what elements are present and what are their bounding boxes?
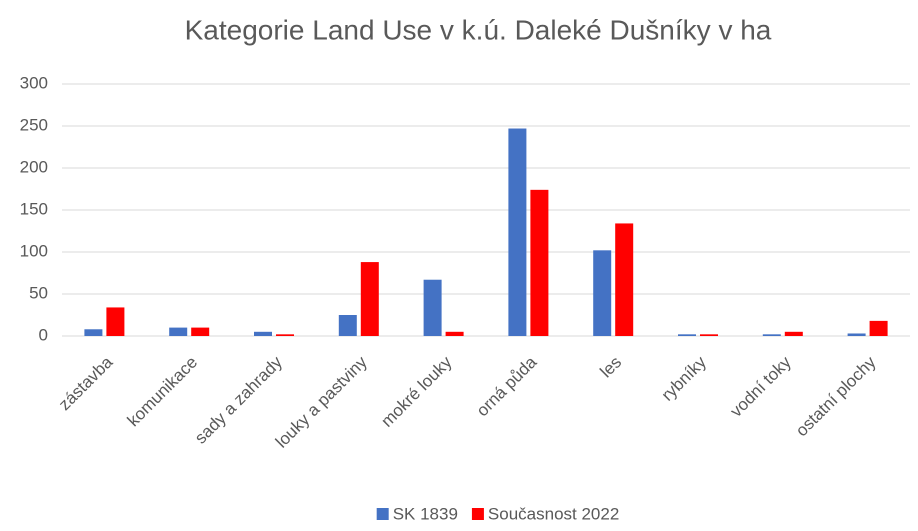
bar (615, 223, 634, 336)
y-tick-label: 300 (20, 73, 48, 92)
y-tick-label: 250 (20, 115, 48, 134)
y-tick-label: 0 (39, 325, 48, 344)
bar (254, 331, 272, 336)
bar (762, 334, 781, 336)
bar (784, 331, 803, 336)
legend-label: SK 1839 (393, 504, 458, 523)
bar (106, 307, 125, 336)
bar (700, 334, 718, 336)
y-tick-label: 100 (20, 241, 48, 260)
bar (678, 334, 696, 336)
y-tick-label: 150 (20, 199, 48, 218)
bar (445, 331, 464, 336)
y-tick-label: 50 (29, 283, 48, 302)
bar (360, 262, 379, 336)
legend-swatch (471, 508, 484, 520)
legend-swatch (376, 508, 389, 520)
bar (191, 327, 210, 336)
chart-title: Kategorie Land Use v k.ú. Daleké Dušníky… (185, 14, 772, 45)
bar (84, 329, 103, 336)
bar (423, 279, 442, 336)
bar (276, 334, 294, 336)
bar (869, 320, 888, 336)
bar (593, 250, 612, 336)
bar (338, 315, 357, 336)
legend-label: Současnost 2022 (488, 504, 619, 523)
y-tick-label: 200 (20, 157, 48, 176)
bar (508, 128, 527, 336)
bar (847, 333, 866, 336)
bar (169, 327, 188, 336)
bar (530, 189, 549, 336)
